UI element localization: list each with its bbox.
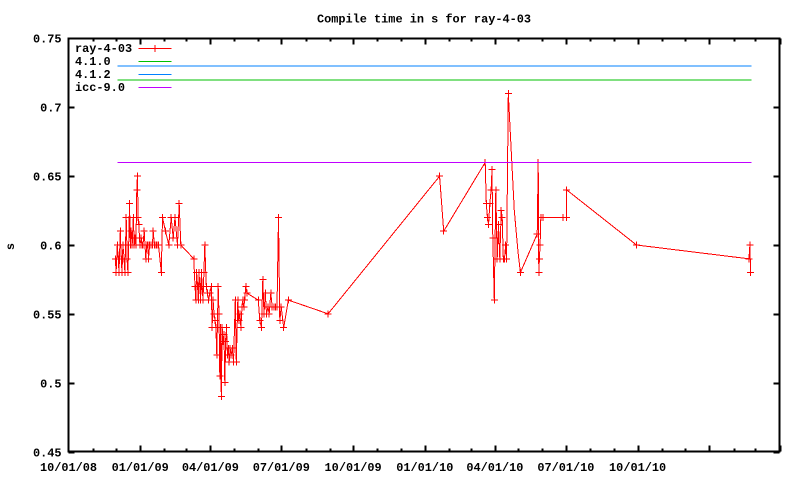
svg-text:0.6: 0.6 [40, 240, 61, 254]
svg-text:0.55: 0.55 [33, 309, 62, 323]
svg-text:10/01/08: 10/01/08 [40, 461, 97, 475]
svg-text:10/01/09: 10/01/09 [325, 461, 382, 475]
svg-text:0.7: 0.7 [40, 102, 61, 116]
svg-text:Compile time in s for ray-4-03: Compile time in s for ray-4-03 [317, 13, 531, 27]
svg-text:01/01/10: 01/01/10 [396, 461, 453, 475]
svg-text:4.1.2: 4.1.2 [75, 68, 111, 82]
svg-text:ray-4-03: ray-4-03 [75, 42, 132, 56]
svg-text:icc-9.0: icc-9.0 [75, 81, 125, 95]
svg-text:01/01/09: 01/01/09 [112, 461, 169, 475]
svg-text:0.45: 0.45 [33, 447, 62, 461]
svg-text:04/01/09: 04/01/09 [182, 461, 239, 475]
svg-text:10/01/10: 10/01/10 [609, 461, 666, 475]
svg-text:04/01/10: 04/01/10 [466, 461, 523, 475]
svg-text:0.65: 0.65 [33, 171, 62, 185]
svg-text:s: s [4, 243, 18, 250]
svg-text:4.1.0: 4.1.0 [75, 55, 111, 69]
svg-text:0.5: 0.5 [40, 378, 61, 392]
svg-text:07/01/09: 07/01/09 [253, 461, 310, 475]
svg-text:0.75: 0.75 [33, 33, 62, 47]
svg-text:07/01/10: 07/01/10 [537, 461, 594, 475]
